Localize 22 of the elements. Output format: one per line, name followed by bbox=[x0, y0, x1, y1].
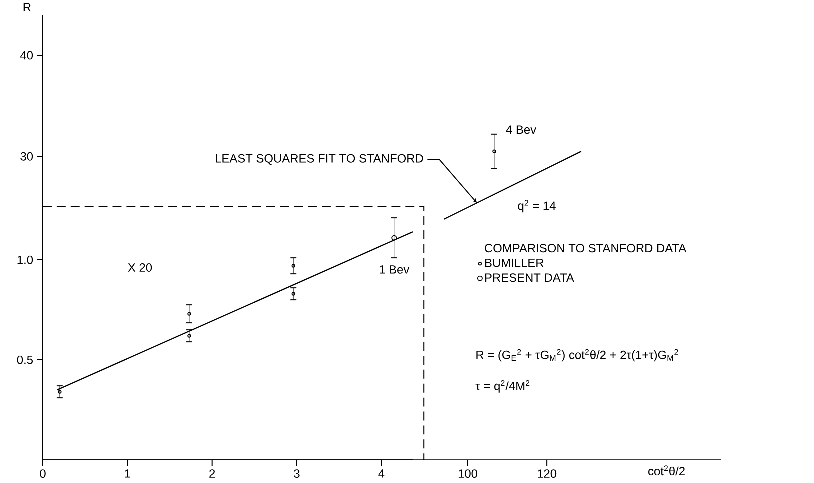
x-tick-label: 100 bbox=[458, 470, 478, 478]
x-tick-label: 4 bbox=[378, 470, 385, 478]
y-tick-label: 0.5 bbox=[17, 356, 33, 364]
annotation: 4 Bev bbox=[506, 126, 537, 134]
annotation: X 20 bbox=[128, 264, 152, 272]
legend-label: BUMILLER bbox=[485, 258, 544, 268]
x-tick-label: 0 bbox=[40, 470, 46, 478]
annotation: q$^{2}$ = 14 bbox=[518, 200, 556, 213]
annotation: τ = q$^{2}$/4M$^{2}$ bbox=[476, 380, 530, 393]
x-axis-title: cot$^{2}$θ/2 bbox=[648, 466, 685, 476]
legend-label: PRESENT DATA bbox=[485, 274, 574, 282]
y-tick-label: 30 bbox=[20, 152, 34, 161]
y-tick-label: 40 bbox=[20, 51, 34, 60]
x-tick-label: 2 bbox=[210, 470, 216, 478]
y-tick-label: 1.0 bbox=[18, 256, 34, 264]
x-tick-label: 3 bbox=[294, 470, 300, 478]
legend-title: COMPARISON TO STANFORD DATA bbox=[485, 244, 687, 253]
y-axis-title: R bbox=[24, 3, 31, 12]
x-tick-label: 1 bbox=[125, 470, 130, 478]
annotation: LEAST SQUARES FIT TO STANFORD bbox=[216, 154, 424, 165]
x-tick-label: 120 bbox=[538, 470, 557, 478]
annotation: 1 Bev bbox=[380, 266, 410, 274]
